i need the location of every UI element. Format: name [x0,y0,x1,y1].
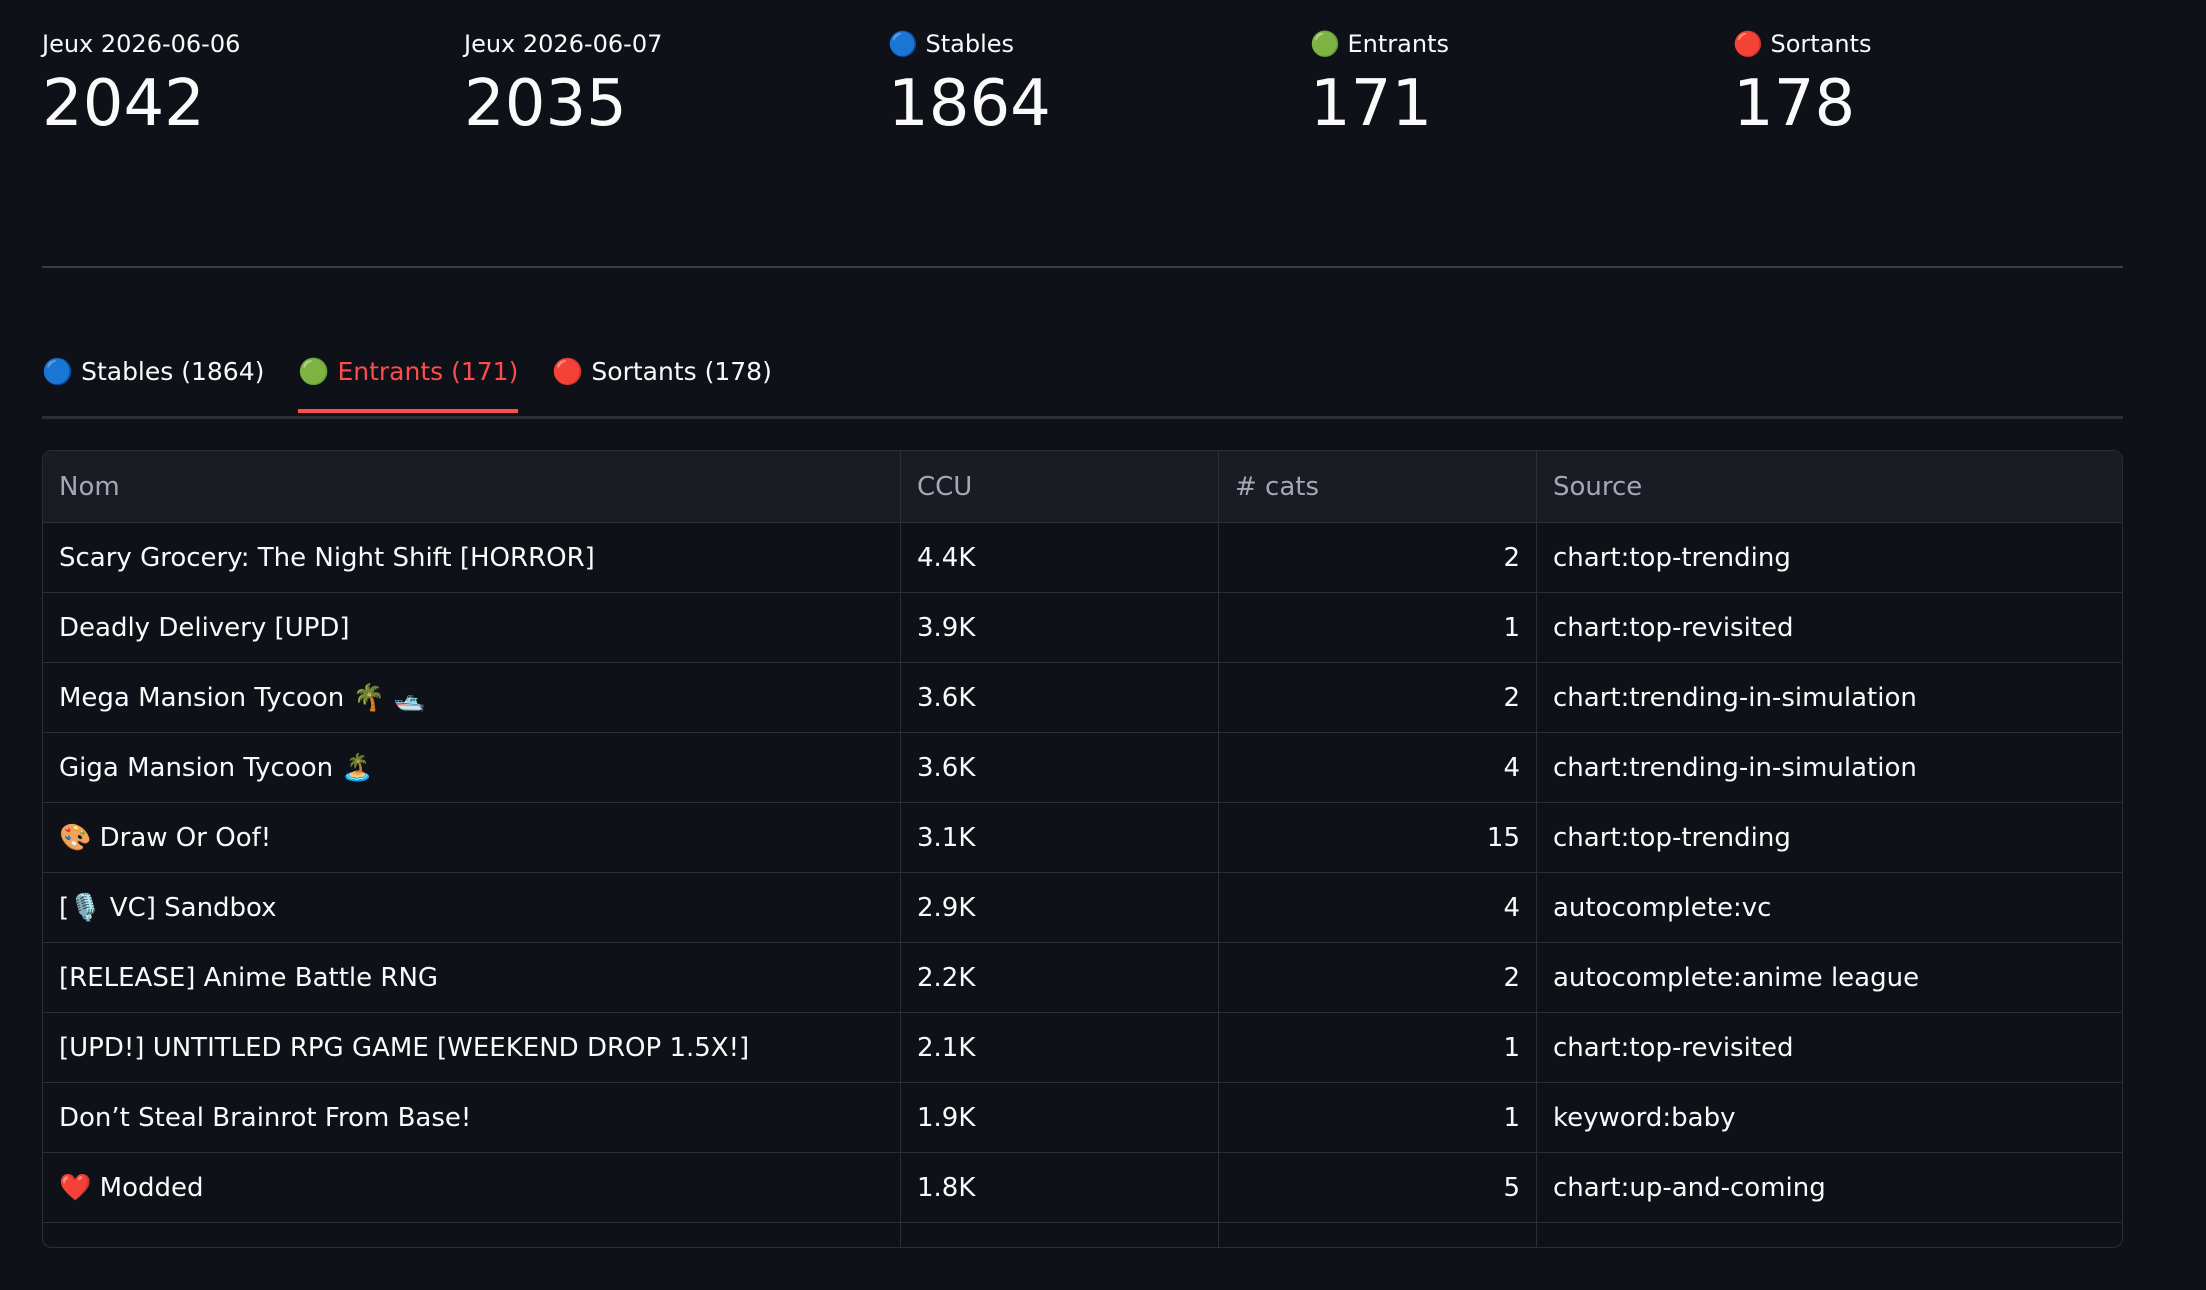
tab[interactable]: 🟢 Entrants (171) [298,352,519,413]
table-cell [1219,1223,1537,1247]
table-row: Giga Mansion Tycoon 🏝️ 3.6K 4 chart:trendin… [43,733,2122,803]
table-cell: Scary Grocery: The Night Shift [HORROR] [43,523,901,592]
table-row: 🎨 Draw Or Oof! 3.1K 15 chart:top-trending [43,803,2122,873]
table-cell: 4 [1219,733,1537,802]
table-cell [901,1223,1219,1247]
metric-value: 171 [1310,67,1433,141]
table-cell: 3.6K [901,733,1219,802]
data-table: Nom CCU # cats Source Scary Grocery: The Nig… [42,450,2123,1248]
table-row: [🎙️ VC] Sandbox 2.9K 4 autocomplete:vc [43,873,2122,943]
table-row: Scary Grocery: The Night Shift [HORROR] 4… [43,523,2122,593]
table-cell: 1 [1219,593,1537,662]
table-cell: autocomplete:anime league [1553,962,1920,993]
metric: Jeux 2026-06-06 2042 [42,28,240,144]
table-cell: chart:trending-in-simulation [1553,752,1917,783]
table-cell: 2.1K [901,1013,1219,1082]
table-cell: Don’t Steal Brainrot From Base! [43,1083,901,1152]
table-cell: Deadly Delivery [UPD] [43,593,901,662]
table-row: [RELEASE] Anime Battle RNG 2.2K 2 autocompl… [43,943,2122,1013]
table-row: [UPD!] UNTITLED RPG GAME [WEEKEND DROP 1… [43,1013,2122,1083]
table-cell: 3.1K [901,803,1219,872]
table-cell: [🎙️ VC] Sandbox [43,873,901,942]
table-cell: Giga Mansion Tycoon 🏝️ [43,733,901,802]
table-cell: 3.9K [901,593,1219,662]
metric-label: 🔴 Sortants [1733,30,1872,58]
table-cell: [RELEASE] Anime Battle RNG [43,943,901,1012]
tab[interactable]: 🔵 Stables (1864) [42,357,265,386]
table-cell: 4.4K [901,523,1219,592]
header-cell[interactable]: # cats [1219,451,1537,522]
table-cell: 2 [1219,663,1537,732]
table-cell: 1.9K [901,1083,1219,1152]
table-row: Don’t Steal Brainrot From Base! 1.9K 1 keyw… [43,1083,2122,1153]
table-cell: chart:top-trending [1553,542,1791,573]
table-cell: 3.6K [901,663,1219,732]
table-row: ❤️ Modded 1.8K 5 chart:up-and-coming [43,1153,2122,1223]
table-cell: autocomplete:vc [1553,892,1772,923]
metric-value: 2042 [42,67,205,141]
header-cell[interactable]: Source [1553,471,1643,502]
table-cell: keyword:baby [1553,1102,1736,1133]
metric: 🔴 Sortants 178 [1733,28,1872,144]
metric-value: 178 [1733,67,1856,141]
table-row: Mega Mansion Tycoon 🌴 🛥️ 3.6K 2 chart:trend… [43,663,2122,733]
table-cell: 2.9K [901,873,1219,942]
table-cell: [UPD!] UNTITLED RPG GAME [WEEKEND DROP 1… [43,1013,901,1082]
table-row [43,1223,2122,1247]
divider [42,266,2123,268]
table-cell [1537,1223,2122,1247]
header-cell[interactable]: CCU [901,451,1219,522]
metric-label: 🟢 Entrants [1310,30,1449,58]
table-cell [43,1223,901,1247]
metric-value: 1864 [888,67,1051,141]
table-cell: 🎨 Draw Or Oof! [43,803,901,872]
tab[interactable]: 🔴 Sortants (178) [552,357,772,386]
table-row: Deadly Delivery [UPD] 3.9K 1 chart:top-revi… [43,593,2122,663]
metric-label: 🔵 Stables [888,30,1015,58]
metric-label: Jeux 2026-06-07 [464,30,663,58]
table-cell: chart:top-trending [1553,822,1791,853]
table-cell: chart:top-revisited [1553,612,1794,643]
table-cell: 4 [1219,873,1537,942]
table-cell: 5 [1219,1153,1537,1222]
table-cell: 1.8K [901,1153,1219,1222]
table-cell: 15 [1219,803,1537,872]
table-cell: Mega Mansion Tycoon 🌴 🛥️ [43,663,901,732]
tab-bar: 🔵 Stables (1864) 🟢 Entrants (171) 🔴 Sortan… [42,352,2123,419]
metric: 🔵 Stables 1864 [888,28,1051,144]
metric-label: Jeux 2026-06-06 [42,30,241,58]
table-cell: 2 [1219,943,1537,1012]
table-cell: chart:up-and-coming [1553,1172,1826,1203]
table-cell: 2 [1219,523,1537,592]
metric-value: 2035 [464,67,627,141]
header-cell[interactable]: Nom [43,451,901,522]
table-header: Nom CCU # cats Source [43,451,2122,523]
table-cell: chart:trending-in-simulation [1553,682,1917,713]
metric: Jeux 2026-06-07 2035 [464,28,662,144]
table-cell: ❤️ Modded [43,1153,901,1222]
table-cell: 2.2K [901,943,1219,1012]
table-cell: chart:top-revisited [1553,1032,1794,1063]
metric: 🟢 Entrants 171 [1310,28,1449,144]
table-cell: 1 [1219,1083,1537,1152]
table-cell: 1 [1219,1013,1537,1082]
